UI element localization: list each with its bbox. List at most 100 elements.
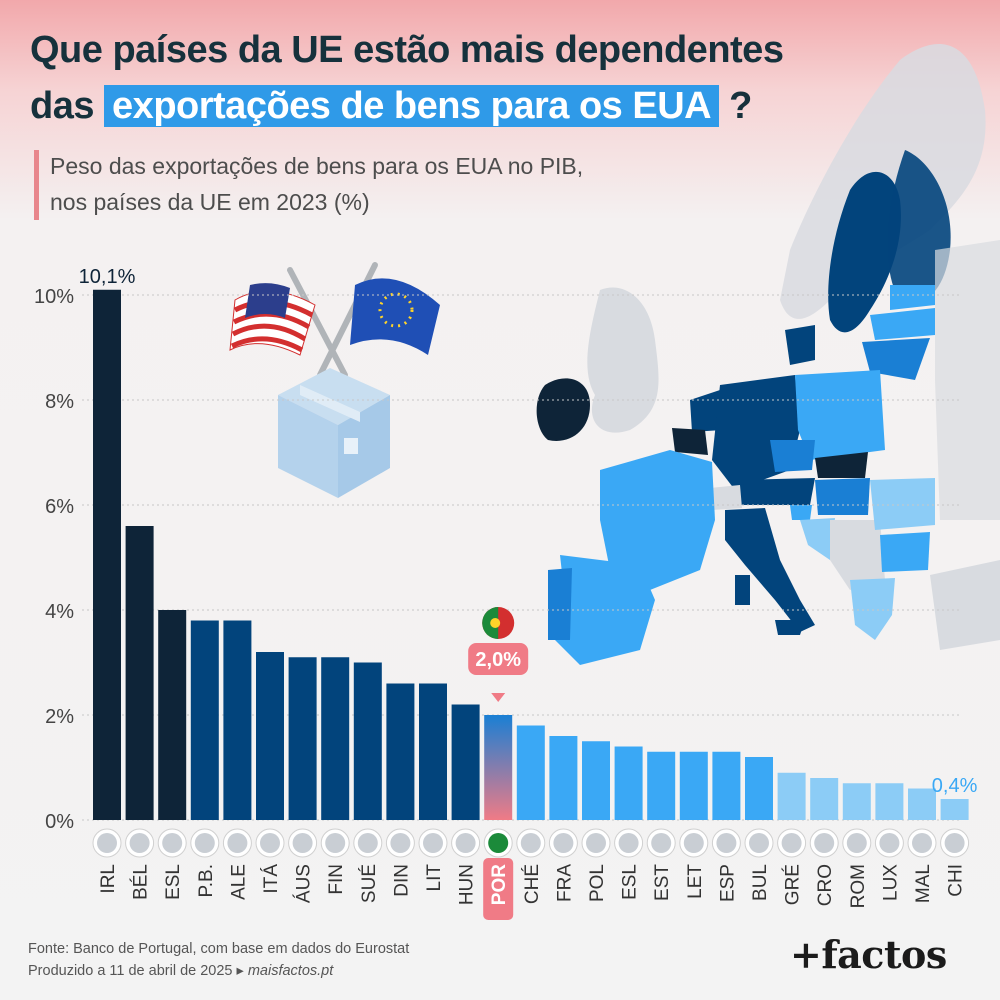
map-romania (870, 478, 935, 530)
map-hungary (815, 478, 870, 515)
bar (353, 662, 382, 820)
map-bulgaria (880, 532, 930, 572)
trade-illustration (229, 262, 440, 498)
bar (745, 757, 773, 820)
x-tick-label: ÁUS (294, 864, 315, 903)
map-lithuania (862, 338, 930, 380)
flag-icon-fill (129, 833, 150, 853)
y-tick-label: 4% (45, 601, 74, 623)
map-poland (795, 370, 885, 460)
bar (908, 788, 936, 820)
bar (582, 741, 610, 820)
title-suffix: ? (729, 85, 752, 127)
flag-icon-fill (455, 833, 476, 853)
x-tick-label: CRO (815, 864, 836, 906)
y-tick-label: 2% (45, 706, 74, 728)
site-link[interactable]: maisfactos.pt (247, 963, 334, 979)
flag-icon-fill (879, 833, 900, 853)
flag-icon-fill (781, 833, 802, 853)
subtitle-accent-bar (34, 150, 39, 220)
title-highlight: exportações de bens para os EUA (104, 85, 720, 127)
flag-icon-fill (618, 833, 639, 853)
map-spain (555, 555, 655, 665)
highlight-label-box (468, 643, 529, 675)
x-tick-label: DIN (391, 864, 412, 897)
subtitle-line1: Peso das exportações de bens para os EUA… (50, 153, 584, 179)
flag-icon-fill (488, 833, 509, 853)
x-axis: IRL BÉL ESL P.B. ALE ITÁ ÁUS FIN SUÉ DIN LIT HUN POR… (98, 858, 967, 920)
map-sicily (775, 620, 805, 635)
map-denmark (785, 325, 815, 365)
map-slovakia (815, 452, 868, 478)
bar (321, 657, 350, 820)
map-switzerland (710, 485, 742, 510)
bar (158, 610, 187, 820)
flag-icon-fill (325, 833, 346, 853)
bar (93, 289, 121, 820)
bar (223, 620, 252, 820)
y-axis: 0% 2% 4% 6% 8% 10% (34, 286, 74, 833)
map-western-balkans (830, 520, 885, 590)
x-tick-label: ESP (717, 864, 738, 902)
map-east (935, 240, 1000, 520)
x-tick-label: LUX (880, 864, 901, 901)
map-belgium (672, 428, 708, 455)
flag-icon-fill (553, 833, 574, 853)
highlight-value-label: 2,0% (475, 649, 521, 671)
flag-icon-fill (390, 833, 411, 853)
x-tick-label: CHI (946, 864, 967, 897)
flag-icon-fill (814, 833, 835, 853)
y-tick-label: 0% (45, 811, 74, 833)
x-tick-label: GRÉ (783, 864, 804, 905)
bar (679, 751, 708, 820)
x-tick-label: ITÁ (261, 864, 282, 894)
map-uk (587, 287, 659, 433)
map-sweden (828, 171, 901, 333)
bar (451, 704, 480, 820)
bars (93, 289, 969, 820)
x-tick-label: FIN (326, 864, 347, 895)
map-latvia (870, 308, 935, 340)
flag-icon-fill (683, 833, 704, 853)
bar (190, 620, 219, 820)
x-tick-label: POL (587, 864, 608, 902)
bar (419, 683, 447, 820)
bar (777, 772, 806, 820)
bar (842, 783, 871, 820)
map-france (600, 450, 715, 590)
value-label: 10,1% (79, 266, 136, 288)
us-flag-icon (229, 283, 316, 356)
value-label: 0,4% (932, 775, 978, 797)
bar (386, 683, 415, 820)
package-icon (278, 368, 390, 498)
map-ireland (536, 378, 590, 441)
x-tick-label: ROM (848, 864, 869, 908)
bar (875, 783, 904, 820)
title-line1: Que países da UE estão mais dependentes (30, 29, 784, 71)
map-italy (725, 508, 815, 632)
flag-icon-fill (357, 833, 378, 853)
portugal-flag-emblem (490, 618, 501, 628)
flag-icon-fill (520, 833, 541, 853)
x-tick-label: FRA (554, 864, 575, 902)
brand-logo: +factos (790, 932, 947, 977)
map-turkey (930, 560, 1000, 650)
map-sardinia (735, 575, 750, 605)
map-czechia (770, 440, 815, 472)
flag-icon-fill (912, 833, 932, 853)
x-tick-label: LET (685, 864, 706, 899)
flag-icon-fill (260, 833, 280, 853)
x-tick-label: POR (489, 864, 510, 905)
map-slovenia (790, 505, 812, 520)
highlight-pointer (491, 693, 506, 702)
flag-icon-fill (292, 833, 313, 853)
y-tick-label: 6% (45, 496, 74, 518)
x-tick-label: BÉL (131, 864, 152, 900)
map-portugal (548, 568, 572, 640)
flag-icon-fill (749, 833, 769, 853)
source-line1: Fonte: Banco de Portugal, com base em da… (28, 941, 410, 957)
map-finland (887, 150, 951, 303)
